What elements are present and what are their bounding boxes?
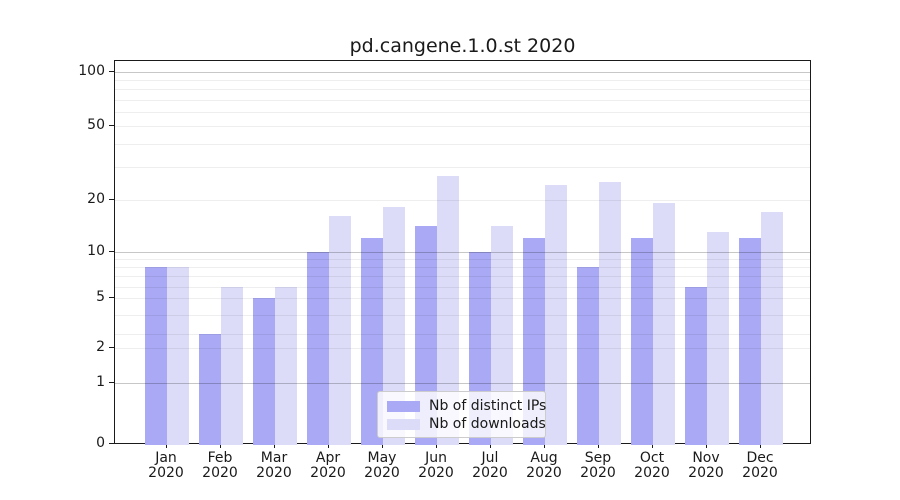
x-tick-year-apr: 2020: [310, 465, 346, 481]
legend-row-distinct-ips: Nb of distinct IPs: [387, 397, 546, 415]
x-tick-year-feb: 2020: [202, 465, 238, 481]
y-tick-mark-0: [109, 443, 114, 445]
x-tick-label-mar: Mar 2020: [247, 451, 301, 481]
bar-distinct-ips-jan: [145, 267, 167, 445]
x-tick-mark-may: [382, 444, 383, 448]
x-tick-label-aug: Aug 2020: [517, 451, 571, 481]
bar-downloads-oct: [653, 203, 675, 445]
y-tick-mark-10: [109, 250, 114, 252]
x-tick-mark-jul: [490, 444, 491, 448]
bar-distinct-ips-jun: [415, 226, 437, 445]
bar-downloads-jun: [437, 175, 459, 445]
x-tick-year-dec: 2020: [742, 465, 778, 481]
bar-distinct-ips-apr: [307, 251, 329, 445]
chart-title: pd.cangene.1.0.st 2020: [349, 35, 576, 57]
bar-downloads-may: [383, 207, 405, 445]
legend-swatch-downloads: [387, 418, 420, 430]
legend-label-downloads: Nb of downloads: [429, 416, 546, 432]
x-tick-label-apr: Apr 2020: [301, 451, 355, 481]
x-tick-month-apr: Apr: [315, 450, 341, 466]
bar-downloads-feb: [221, 287, 243, 445]
y-tick-label-100: 100: [78, 63, 105, 79]
y-tick-mark-5: [109, 297, 114, 299]
bar-distinct-ips-dec: [739, 237, 761, 445]
x-tick-mark-oct: [652, 444, 653, 448]
x-tick-mark-jan: [166, 444, 167, 448]
bar-distinct-ips-nov: [685, 287, 707, 445]
plot-area: Nb of distinct IPs Nb of downloads: [114, 60, 811, 445]
x-tick-label-sep: Sep 2020: [571, 451, 625, 481]
y-tick-mark-20: [109, 198, 114, 200]
x-tick-year-aug: 2020: [526, 465, 562, 481]
x-tick-month-aug: Aug: [530, 450, 558, 466]
legend-label-distinct-ips: Nb of distinct IPs: [429, 398, 547, 414]
x-tick-month-feb: Feb: [207, 450, 233, 466]
y-tick-label-50: 50: [87, 117, 105, 134]
x-tick-year-may: 2020: [364, 465, 400, 481]
x-tick-label-oct: Oct 2020: [625, 451, 679, 481]
bar-downloads-dec: [761, 211, 783, 445]
bar-distinct-ips-feb: [199, 334, 221, 445]
bar-downloads-jul: [491, 226, 513, 445]
y-tick-label-10: 10: [87, 242, 105, 259]
y-tick-label-20: 20: [87, 190, 105, 207]
x-tick-mark-nov: [706, 444, 707, 448]
x-tick-mark-jun: [436, 444, 437, 448]
x-tick-month-dec: Dec: [746, 450, 774, 466]
x-tick-label-jun: Jun 2020: [409, 451, 463, 481]
x-tick-year-jun: 2020: [418, 465, 454, 481]
x-tick-year-mar: 2020: [256, 465, 292, 481]
x-tick-month-mar: Mar: [260, 450, 288, 466]
x-tick-month-nov: Nov: [692, 450, 720, 466]
bar-distinct-ips-mar: [253, 298, 275, 445]
x-tick-label-may: May 2020: [355, 451, 409, 481]
x-tick-label-nov: Nov 2020: [679, 451, 733, 481]
x-tick-mark-dec: [760, 444, 761, 448]
bar-distinct-ips-oct: [631, 237, 653, 445]
x-tick-month-sep: Sep: [584, 450, 612, 466]
x-tick-year-jan: 2020: [148, 465, 184, 481]
x-tick-month-jan: Jan: [155, 450, 177, 466]
x-tick-mark-sep: [598, 444, 599, 448]
legend-row-downloads: Nb of downloads: [387, 415, 546, 433]
y-tick-mark-2: [109, 347, 114, 348]
y-tick-mark-100: [109, 71, 114, 72]
x-tick-year-nov: 2020: [688, 465, 724, 481]
x-tick-month-may: May: [367, 450, 397, 466]
bar-downloads-apr: [329, 216, 351, 445]
y-tick-mark-1: [109, 382, 114, 383]
x-tick-mark-feb: [220, 444, 221, 448]
x-tick-mark-mar: [274, 444, 275, 448]
y-tick-label-2: 2: [96, 339, 105, 355]
bar-downloads-sep: [599, 181, 621, 445]
x-tick-month-oct: Oct: [639, 450, 665, 466]
x-tick-mark-aug: [544, 444, 545, 448]
bar-downloads-jan: [167, 267, 189, 445]
y-tick-label-1: 1: [96, 374, 105, 390]
legend: Nb of distinct IPs Nb of downloads: [377, 391, 546, 438]
x-tick-month-jul: Jul: [481, 450, 499, 466]
x-tick-year-sep: 2020: [580, 465, 616, 481]
x-tick-label-jan: Jan 2020: [139, 451, 193, 481]
x-tick-mark-apr: [328, 444, 329, 448]
x-tick-year-jul: 2020: [472, 465, 508, 481]
y-tick-label-0: 0: [96, 435, 105, 452]
x-tick-label-feb: Feb 2020: [193, 451, 247, 481]
bar-downloads-mar: [275, 287, 297, 445]
bar-distinct-ips-sep: [577, 267, 599, 445]
x-tick-label-dec: Dec 2020: [733, 451, 787, 481]
y-tick-label-5: 5: [96, 289, 105, 306]
legend-swatch-distinct-ips: [387, 400, 420, 412]
x-tick-month-jun: Jun: [425, 450, 447, 466]
x-tick-label-jul: Jul 2020: [463, 451, 517, 481]
bar-downloads-nov: [707, 231, 729, 445]
x-tick-year-oct: 2020: [634, 465, 670, 481]
bars-layer: [115, 61, 810, 445]
bar-downloads-aug: [545, 184, 567, 445]
y-tick-mark-50: [109, 125, 114, 127]
